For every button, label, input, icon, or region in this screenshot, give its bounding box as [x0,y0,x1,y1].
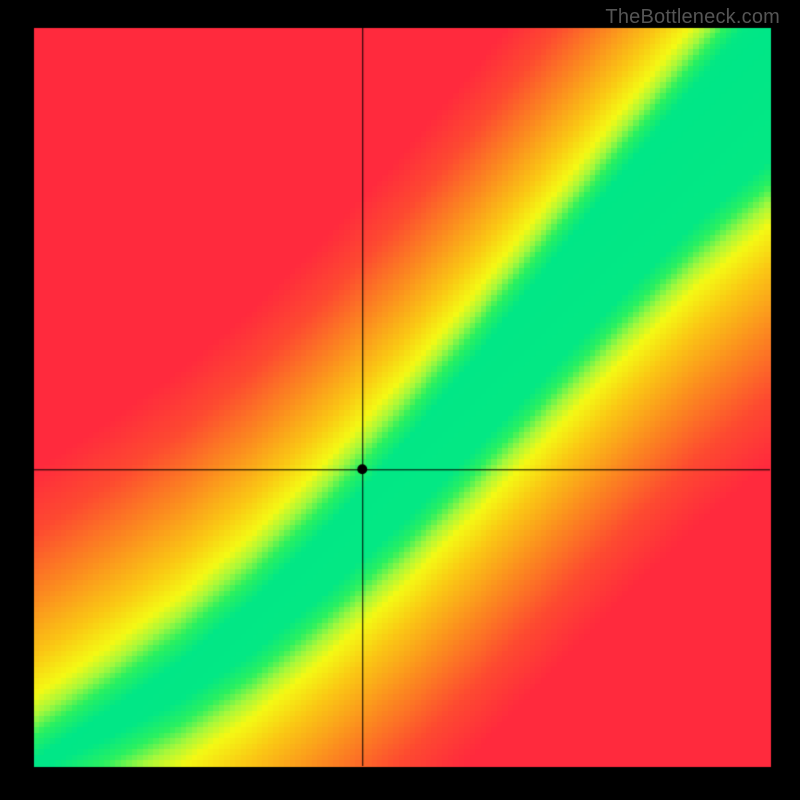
bottleneck-heatmap-canvas [0,0,800,800]
watermark-text: TheBottleneck.com [605,6,780,29]
chart-container: TheBottleneck.com [0,0,800,800]
